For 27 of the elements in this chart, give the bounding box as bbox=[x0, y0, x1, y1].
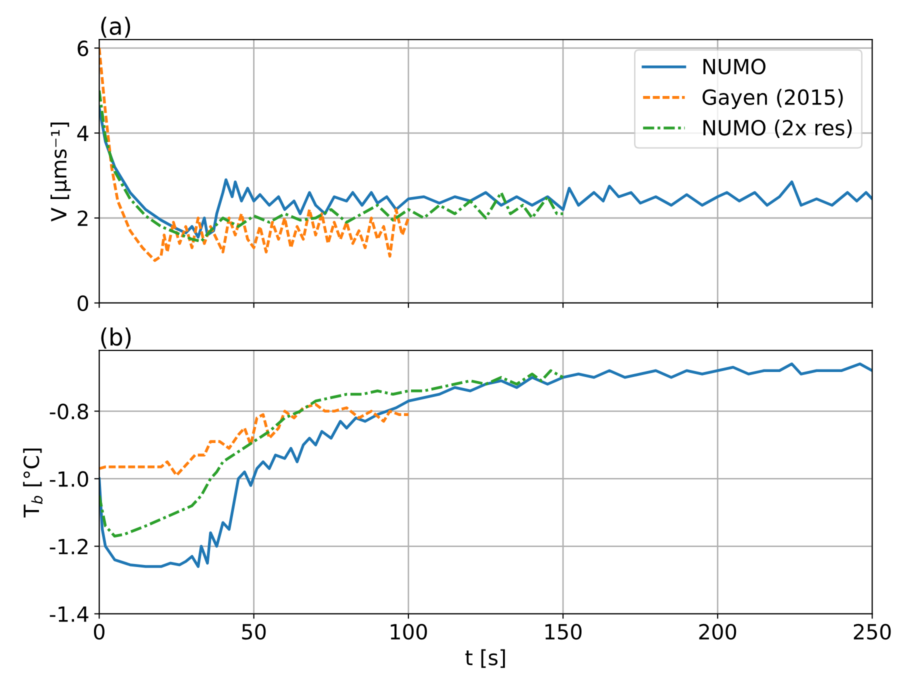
y-axis-title: T$_{b}$ [°C] bbox=[23, 448, 43, 518]
y-tick-label: -0.8 bbox=[50, 404, 88, 420]
line-series bbox=[99, 369, 564, 538]
chart-title: (a) bbox=[101, 16, 130, 38]
y-tick-label: -1.0 bbox=[50, 471, 88, 487]
x-tick-label: 200 bbox=[699, 624, 736, 640]
line-series bbox=[99, 46, 410, 262]
legend-label: NUMO bbox=[703, 58, 766, 74]
y-tick-label: 2 bbox=[78, 210, 88, 226]
y-axis-title: V [μms⁻¹] bbox=[50, 122, 71, 222]
chart-title: (b) bbox=[101, 328, 131, 349]
x-tick-label: 100 bbox=[390, 624, 427, 640]
line-series bbox=[99, 89, 564, 243]
x-tick-label: 150 bbox=[545, 624, 582, 640]
y-tick-label: 4 bbox=[77, 126, 88, 141]
y-tick-label: 0 bbox=[78, 295, 88, 312]
x-tick-label: 0 bbox=[94, 624, 104, 640]
line-series bbox=[99, 403, 410, 477]
x-tick-label: 50 bbox=[242, 624, 266, 640]
y-tick-label: 6 bbox=[78, 40, 88, 56]
y-tick-label: -1.2 bbox=[50, 538, 88, 554]
x-axis-title: t [s] bbox=[465, 649, 505, 668]
legend-label: Gayen (2015) bbox=[702, 88, 843, 110]
line-series bbox=[99, 362, 872, 568]
x-tick-label: 250 bbox=[854, 624, 891, 640]
legend-label: NUMO (2x res) bbox=[703, 119, 852, 138]
y-tick-label: -1.4 bbox=[50, 606, 88, 622]
